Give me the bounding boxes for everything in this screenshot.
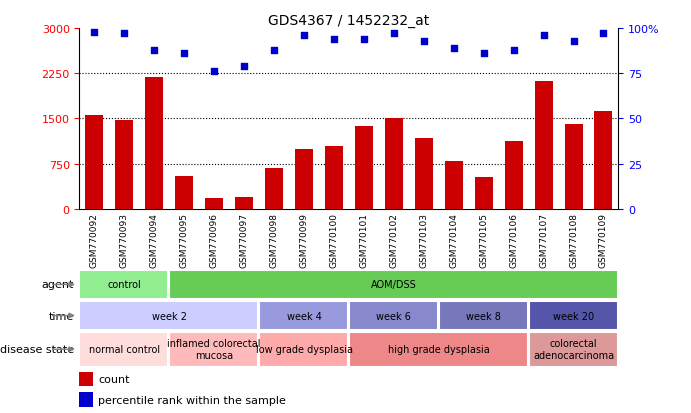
- Text: AOM/DSS: AOM/DSS: [371, 280, 417, 290]
- Point: [478, 51, 489, 57]
- Text: GSM770097: GSM770097: [240, 212, 249, 267]
- Bar: [475, 178, 493, 209]
- Bar: [265, 169, 283, 209]
- Text: GSM770094: GSM770094: [150, 212, 159, 267]
- Bar: [115, 121, 133, 209]
- Text: GSM770095: GSM770095: [180, 212, 189, 267]
- Text: count: count: [98, 374, 130, 384]
- Bar: [205, 199, 223, 209]
- Bar: [445, 162, 463, 209]
- Text: GSM770093: GSM770093: [120, 212, 129, 267]
- Bar: [235, 197, 253, 209]
- Point: [598, 31, 609, 38]
- Point: [448, 45, 460, 52]
- Bar: [415, 138, 433, 209]
- Point: [269, 47, 280, 54]
- Text: GSM770100: GSM770100: [330, 212, 339, 267]
- Point: [238, 64, 249, 70]
- Title: GDS4367 / 1452232_at: GDS4367 / 1452232_at: [268, 14, 430, 28]
- Text: GSM770108: GSM770108: [569, 212, 578, 267]
- Text: GSM770105: GSM770105: [479, 212, 489, 267]
- Bar: [169, 270, 618, 300]
- Bar: [439, 301, 528, 331]
- Text: GSM770092: GSM770092: [90, 212, 99, 267]
- Text: percentile rank within the sample: percentile rank within the sample: [98, 395, 286, 405]
- Text: GSM770103: GSM770103: [419, 212, 428, 267]
- Bar: [79, 270, 169, 300]
- Text: disease state: disease state: [0, 344, 74, 354]
- Bar: [349, 332, 528, 367]
- Bar: [535, 82, 553, 209]
- Text: normal control: normal control: [89, 344, 160, 354]
- Point: [179, 51, 190, 57]
- Bar: [145, 78, 163, 209]
- Bar: [79, 332, 169, 367]
- Point: [149, 47, 160, 54]
- Bar: [594, 112, 612, 209]
- Bar: [295, 149, 313, 209]
- Point: [209, 69, 220, 76]
- Point: [328, 36, 339, 43]
- Bar: [176, 176, 193, 209]
- Text: GSM770098: GSM770098: [269, 212, 278, 267]
- Text: agent: agent: [41, 280, 74, 290]
- Text: GSM770109: GSM770109: [599, 212, 608, 267]
- Point: [418, 38, 429, 45]
- Text: week 2: week 2: [152, 311, 187, 321]
- Text: GSM770107: GSM770107: [539, 212, 548, 267]
- Text: GSM770102: GSM770102: [389, 212, 399, 267]
- Bar: [529, 301, 618, 331]
- Text: week 8: week 8: [466, 311, 501, 321]
- Bar: [504, 141, 522, 209]
- Text: GSM770099: GSM770099: [299, 212, 309, 267]
- Text: inflamed colorectal
mucosa: inflamed colorectal mucosa: [167, 339, 261, 360]
- Point: [538, 33, 549, 39]
- Text: high grade dysplasia: high grade dysplasia: [388, 344, 490, 354]
- Bar: [86, 116, 104, 209]
- Point: [119, 31, 130, 38]
- Text: time: time: [49, 311, 74, 321]
- Text: colorectal
adenocarcinoma: colorectal adenocarcinoma: [533, 339, 614, 360]
- Bar: [259, 332, 348, 367]
- Point: [89, 29, 100, 36]
- Point: [299, 33, 310, 39]
- Bar: [355, 126, 373, 209]
- Bar: [565, 125, 583, 209]
- Bar: [79, 301, 258, 331]
- Point: [568, 38, 579, 45]
- Text: GSM770101: GSM770101: [359, 212, 368, 267]
- Bar: [385, 119, 403, 209]
- Bar: [325, 146, 343, 209]
- Text: control: control: [108, 280, 141, 290]
- Bar: [79, 392, 93, 407]
- Bar: [259, 301, 348, 331]
- Text: week 4: week 4: [287, 311, 321, 321]
- Text: low grade dysplasia: low grade dysplasia: [256, 344, 352, 354]
- Text: GSM770106: GSM770106: [509, 212, 518, 267]
- Text: week 20: week 20: [553, 311, 594, 321]
- Point: [388, 31, 399, 38]
- Bar: [169, 332, 258, 367]
- Text: GSM770096: GSM770096: [209, 212, 219, 267]
- Bar: [529, 332, 618, 367]
- Point: [359, 36, 370, 43]
- Text: week 6: week 6: [377, 311, 411, 321]
- Point: [508, 47, 519, 54]
- Bar: [79, 372, 93, 386]
- Text: GSM770104: GSM770104: [449, 212, 458, 267]
- Bar: [349, 301, 438, 331]
